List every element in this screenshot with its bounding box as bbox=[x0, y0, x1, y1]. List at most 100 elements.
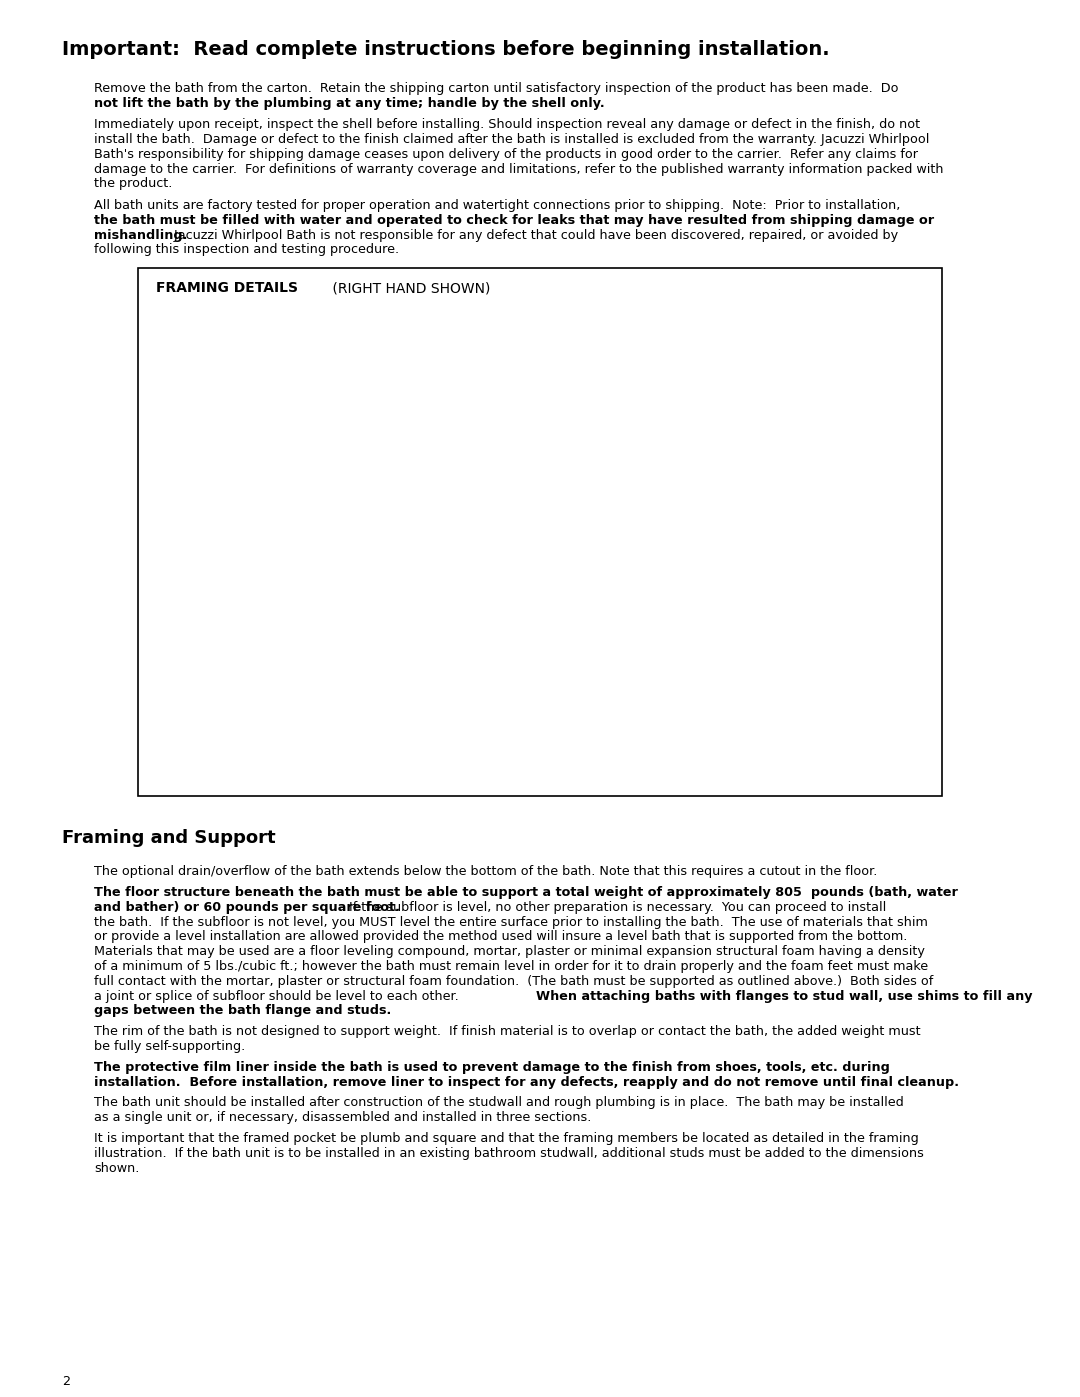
Text: 60-1/4": 60-1/4" bbox=[456, 785, 489, 795]
Text: All bath units are factory tested for proper operation and watertight connection: All bath units are factory tested for pr… bbox=[94, 198, 901, 212]
Polygon shape bbox=[213, 555, 252, 606]
Text: The rim of the bath is not designed to support weight.  If finish material is to: The rim of the bath is not designed to s… bbox=[94, 1025, 920, 1038]
Polygon shape bbox=[299, 733, 646, 739]
Polygon shape bbox=[559, 407, 582, 701]
Polygon shape bbox=[191, 543, 220, 598]
Polygon shape bbox=[180, 391, 190, 704]
Text: damage to the carrier.  For definitions of warranty coverage and limitations, re: damage to the carrier. For definitions o… bbox=[94, 162, 944, 176]
Text: Remove the bath from the carton.  Retain the shipping carton until satisfactory : Remove the bath from the carton. Retain … bbox=[94, 82, 899, 95]
Polygon shape bbox=[646, 437, 669, 733]
Polygon shape bbox=[202, 411, 213, 710]
Text: Important:  Read complete instructions before beginning installation.: Important: Read complete instructions be… bbox=[62, 41, 829, 59]
Text: a joint or splice of subfloor should be level to each other.: a joint or splice of subfloor should be … bbox=[94, 989, 467, 1003]
Text: shown.: shown. bbox=[94, 1162, 139, 1175]
Polygon shape bbox=[180, 397, 572, 402]
Text: 12": 12" bbox=[482, 402, 497, 411]
Text: 16": 16" bbox=[343, 763, 360, 773]
Text: BLOCKING REQUIRED IF UNIT
IS INSTALLED IN SECTIONS: BLOCKING REQUIRED IF UNIT IS INSTALLED I… bbox=[165, 346, 281, 443]
Text: Jacuzzi Whirlpool Bath is not responsible for any defect that could have been di: Jacuzzi Whirlpool Bath is not responsibl… bbox=[166, 229, 899, 242]
Text: the product.: the product. bbox=[94, 177, 173, 190]
Polygon shape bbox=[244, 426, 248, 721]
Polygon shape bbox=[598, 715, 626, 718]
Text: Immediately upon receipt, inspect the shell before installing. Should inspection: Immediately upon receipt, inspect the sh… bbox=[94, 119, 920, 131]
Polygon shape bbox=[203, 698, 646, 733]
Text: It is important that the framed pocket be plumb and square and that the framing : It is important that the framed pocket b… bbox=[94, 1133, 919, 1146]
Text: illustration.  If the bath unit is to be installed in an existing bathroom studw: illustration. If the bath unit is to be … bbox=[94, 1147, 923, 1161]
Polygon shape bbox=[640, 731, 669, 733]
Text: 90°: 90° bbox=[283, 721, 299, 731]
Text: 90°: 90° bbox=[373, 705, 389, 715]
Text: The optional drain/overflow of the bath extends below the bottom of the bath. No: The optional drain/overflow of the bath … bbox=[94, 866, 877, 879]
Text: The bath unit should be installed after construction of the studwall and rough p: The bath unit should be installed after … bbox=[94, 1097, 904, 1109]
Polygon shape bbox=[180, 391, 276, 432]
Polygon shape bbox=[623, 437, 633, 733]
Polygon shape bbox=[646, 500, 669, 506]
Polygon shape bbox=[213, 414, 216, 710]
Polygon shape bbox=[203, 704, 646, 739]
Polygon shape bbox=[266, 433, 276, 733]
Polygon shape bbox=[616, 489, 669, 500]
Text: gaps between the bath flange and studs.: gaps between the bath flange and studs. bbox=[94, 1004, 391, 1017]
Text: 21": 21" bbox=[716, 461, 732, 471]
Polygon shape bbox=[555, 700, 582, 701]
Polygon shape bbox=[299, 437, 309, 733]
Polygon shape bbox=[563, 391, 572, 704]
Text: (RIGHT HAND SHOWN): (RIGHT HAND SHOWN) bbox=[328, 281, 490, 296]
Polygon shape bbox=[234, 422, 244, 721]
Text: Framing and Support: Framing and Support bbox=[62, 830, 275, 848]
Text: installation.  Before installation, remove liner to inspect for any defects, rea: installation. Before installation, remov… bbox=[94, 1076, 959, 1088]
Text: The protective film liner inside the bath is used to prevent damage to the finis: The protective film liner inside the bat… bbox=[94, 1060, 890, 1074]
Polygon shape bbox=[515, 437, 517, 733]
Polygon shape bbox=[400, 711, 489, 715]
Polygon shape bbox=[646, 432, 669, 437]
Polygon shape bbox=[299, 426, 646, 437]
Polygon shape bbox=[598, 437, 608, 733]
Text: install the bath.  Damage or defect to the finish claimed after the bath is inst: install the bath. Damage or defect to th… bbox=[94, 133, 930, 147]
Polygon shape bbox=[646, 733, 669, 739]
Text: or provide a level installation are allowed provided the method used will insure: or provide a level installation are allo… bbox=[94, 930, 907, 943]
Text: 12": 12" bbox=[602, 724, 618, 732]
Text: 33-1/4": 33-1/4" bbox=[391, 774, 424, 784]
Text: If the subfloor is level, no other preparation is necessary.  You can proceed to: If the subfloor is level, no other prepa… bbox=[341, 901, 887, 914]
Text: and bather) or 60 pounds per square foot.: and bather) or 60 pounds per square foot… bbox=[94, 901, 400, 914]
Polygon shape bbox=[180, 698, 572, 704]
Polygon shape bbox=[180, 402, 191, 701]
Polygon shape bbox=[508, 437, 517, 733]
Polygon shape bbox=[604, 422, 626, 718]
Text: full contact with the mortar, plaster or structural foam foundation.  (The bath : full contact with the mortar, plaster or… bbox=[94, 975, 933, 988]
Polygon shape bbox=[307, 437, 309, 733]
Polygon shape bbox=[276, 437, 281, 733]
Polygon shape bbox=[244, 567, 284, 617]
Text: 62": 62" bbox=[220, 617, 235, 627]
Text: HEADER ON EDGE: HEADER ON EDGE bbox=[443, 335, 527, 422]
Text: the bath.  If the subfloor is not level, you MUST level the entire surface prior: the bath. If the subfloor is not level, … bbox=[94, 915, 928, 929]
Polygon shape bbox=[404, 437, 414, 733]
Text: 1x2: 1x2 bbox=[514, 559, 530, 569]
Polygon shape bbox=[540, 391, 550, 704]
Polygon shape bbox=[180, 397, 276, 437]
Polygon shape bbox=[646, 426, 669, 437]
Polygon shape bbox=[264, 414, 646, 426]
Text: The floor structure beneath the bath must be able to support a total weight of a: The floor structure beneath the bath mus… bbox=[94, 886, 958, 898]
Text: 83": 83" bbox=[742, 578, 758, 587]
Text: as a single unit or, if necessary, disassembled and installed in three sections.: as a single unit or, if necessary, disas… bbox=[94, 1111, 592, 1125]
Polygon shape bbox=[606, 437, 608, 733]
Text: Bath's responsibility for shipping damage ceases upon delivery of the products i: Bath's responsibility for shipping damag… bbox=[94, 148, 918, 161]
Polygon shape bbox=[411, 437, 414, 733]
Polygon shape bbox=[550, 391, 669, 426]
Text: 25": 25" bbox=[243, 687, 258, 696]
Text: not lift the bath by the plumbing at any time; handle by the shell only.: not lift the bath by the plumbing at any… bbox=[94, 96, 605, 110]
Text: be fully self-supporting.: be fully self-supporting. bbox=[94, 1039, 245, 1052]
Text: FRONT OF DOUBLE STUDS: FRONT OF DOUBLE STUDS bbox=[330, 736, 434, 778]
Text: 32": 32" bbox=[697, 675, 712, 683]
Text: 2: 2 bbox=[62, 1375, 70, 1389]
Polygon shape bbox=[180, 704, 582, 707]
Text: When attaching baths with flanges to stud wall, use shims to fill any: When attaching baths with flanges to stu… bbox=[536, 989, 1032, 1003]
Polygon shape bbox=[609, 414, 646, 437]
Text: 26": 26" bbox=[680, 743, 696, 752]
Text: following this inspection and testing procedure.: following this inspection and testing pr… bbox=[94, 243, 400, 256]
Polygon shape bbox=[180, 698, 276, 739]
Polygon shape bbox=[180, 391, 572, 397]
Text: 12" x 4" DRAIN
CUT-OUT
SUB-FLOOR: 12" x 4" DRAIN CUT-OUT SUB-FLOOR bbox=[370, 693, 430, 724]
Polygon shape bbox=[597, 721, 669, 739]
